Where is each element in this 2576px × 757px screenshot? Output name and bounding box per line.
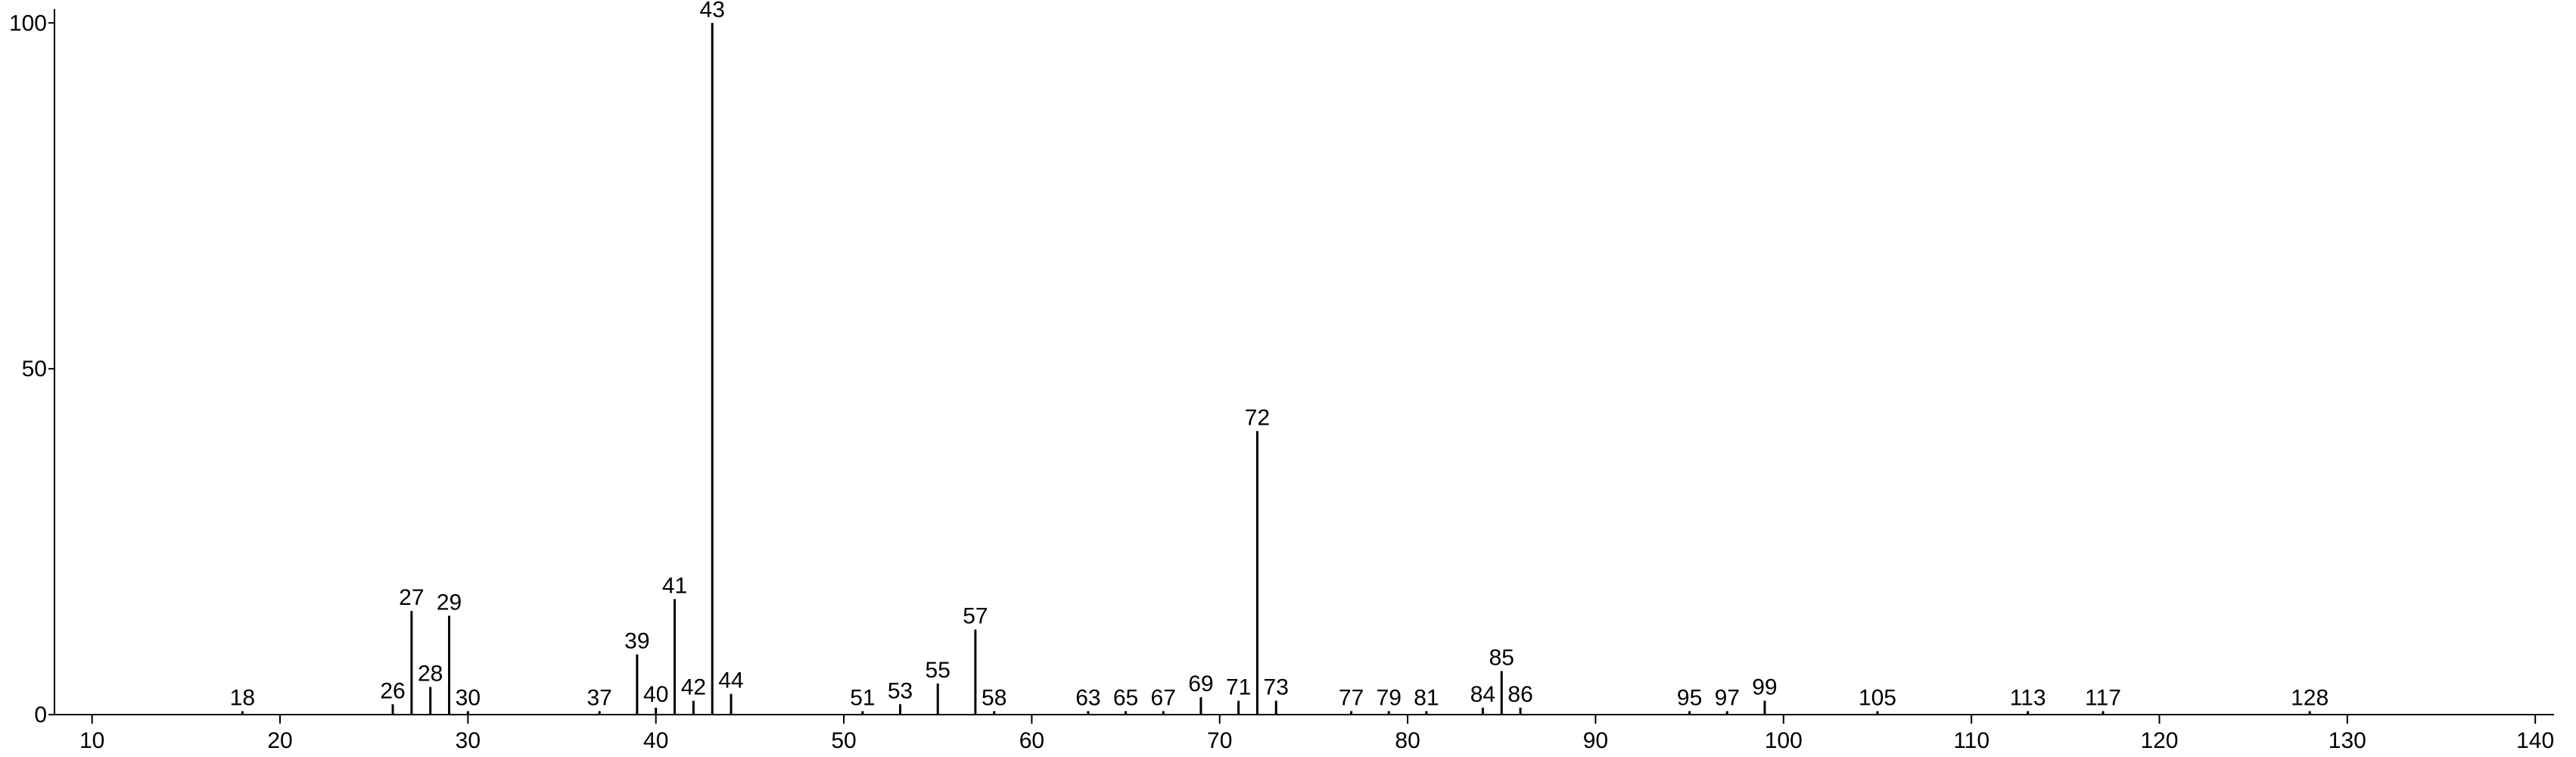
- peak-label: 79: [1377, 685, 1402, 710]
- peak-label: 71: [1226, 675, 1251, 700]
- x-tick-label: 140: [2516, 728, 2554, 753]
- peak-label: 128: [2291, 685, 2329, 710]
- peak-label: 63: [1075, 685, 1100, 710]
- peak-label: 77: [1339, 685, 1364, 710]
- peak-label: 57: [963, 604, 988, 629]
- x-tick-label: 90: [1583, 728, 1608, 753]
- x-tick-label: 130: [2329, 728, 2366, 753]
- peak-label: 117: [2085, 685, 2121, 710]
- x-tick-label: 20: [267, 728, 292, 753]
- x-tick-label: 30: [456, 728, 481, 753]
- x-tick-label: 10: [79, 728, 104, 753]
- peak-label: 40: [643, 682, 668, 707]
- peak-label: 69: [1188, 671, 1213, 696]
- peak-label: 97: [1715, 685, 1740, 710]
- peak-label: 85: [1489, 645, 1514, 670]
- peak-label: 37: [587, 685, 612, 710]
- peak-label: 105: [1859, 685, 1896, 710]
- peak-label: 72: [1245, 405, 1270, 430]
- peak-label: 39: [624, 629, 649, 654]
- y-tick-label: 100: [9, 11, 47, 36]
- peak-label: 28: [418, 661, 443, 686]
- peak-label: 67: [1151, 685, 1176, 710]
- peak-label: 53: [888, 678, 913, 703]
- peak-label: 41: [662, 573, 687, 598]
- peak-label: 55: [926, 658, 950, 683]
- y-tick-label: 50: [22, 357, 47, 382]
- peak-label: 86: [1507, 682, 1532, 707]
- peak-label: 73: [1264, 675, 1289, 700]
- peak-label: 81: [1414, 685, 1439, 710]
- x-tick-label: 60: [1019, 728, 1044, 753]
- x-tick-label: 100: [1765, 728, 1803, 753]
- peak-label: 44: [718, 668, 743, 693]
- peak-label: 84: [1470, 682, 1495, 707]
- y-tick-label: 0: [34, 702, 47, 727]
- x-tick-label: 70: [1207, 728, 1232, 753]
- peak-label: 43: [700, 0, 725, 22]
- peak-label: 58: [982, 685, 1006, 710]
- peak-label: 95: [1677, 685, 1702, 710]
- x-tick-label: 110: [1953, 728, 1990, 753]
- x-tick-label: 120: [2140, 728, 2178, 753]
- peak-label: 18: [230, 685, 255, 710]
- x-tick-label: 40: [643, 728, 668, 753]
- peak-label: 51: [850, 685, 875, 710]
- peak-label: 113: [2010, 685, 2046, 710]
- peak-label: 27: [399, 585, 424, 610]
- peak-label: 29: [437, 590, 462, 615]
- x-tick-label: 80: [1395, 728, 1420, 753]
- x-tick-label: 50: [831, 728, 856, 753]
- peak-label: 26: [380, 678, 405, 703]
- peak-label: 30: [456, 685, 481, 710]
- peak-label: 42: [681, 675, 706, 700]
- peak-label: 99: [1752, 675, 1777, 700]
- peak-label: 65: [1113, 685, 1138, 710]
